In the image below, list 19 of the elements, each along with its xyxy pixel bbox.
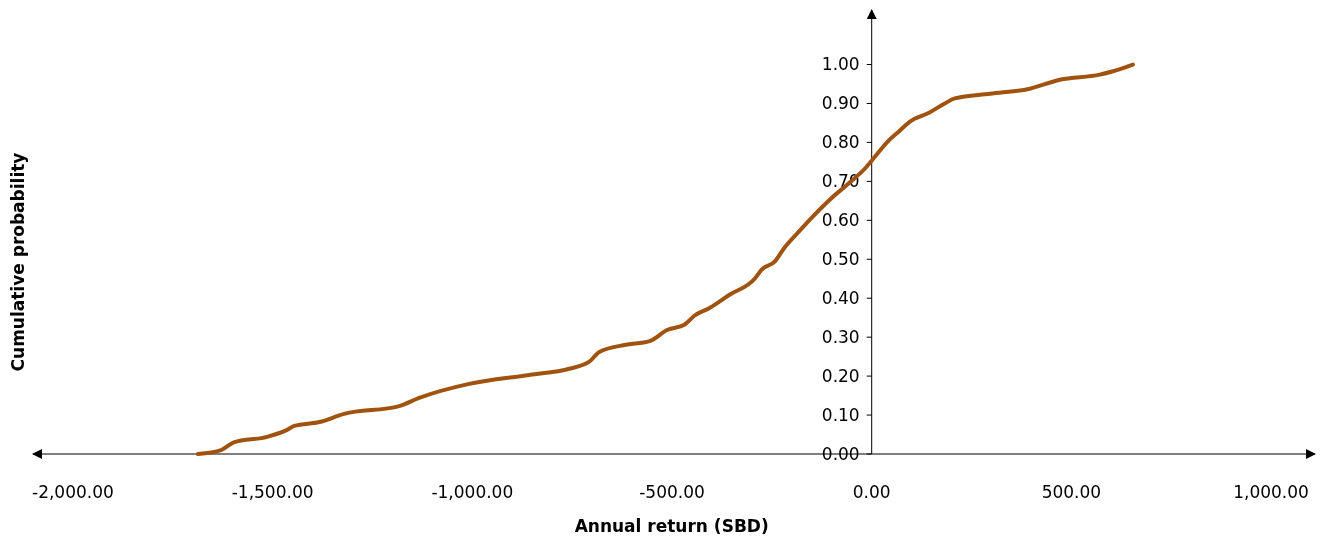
y-tick-label: 0.30 bbox=[821, 327, 860, 348]
x-axis-title: Annual return (SBD) bbox=[574, 516, 769, 536]
y-tick-label: 0.40 bbox=[821, 288, 860, 309]
x-tick-label: -500.00 bbox=[639, 482, 705, 502]
y-tick-label: 0.80 bbox=[821, 132, 860, 153]
y-tick-label: 0.90 bbox=[821, 93, 860, 114]
y-axis-title: Cumulative probability bbox=[8, 152, 28, 372]
x-tick-label: 1,000.00 bbox=[1233, 482, 1309, 502]
y-tick-label: 0.10 bbox=[821, 405, 860, 425]
x-tick-label: 500.00 bbox=[1041, 482, 1102, 502]
y-tick-label: 0.00 bbox=[821, 443, 860, 464]
y-tick-label: 0.20 bbox=[821, 366, 860, 387]
x-tick-label: 0.00 bbox=[852, 482, 891, 502]
y-tick-label: 1.00 bbox=[821, 54, 860, 75]
x-tick-label: -1,000.00 bbox=[431, 482, 514, 502]
x-tick-label: -2,000.00 bbox=[32, 482, 114, 502]
y-tick-label: 0.50 bbox=[821, 249, 860, 270]
y-tick-label: 0.60 bbox=[821, 210, 860, 231]
x-tick-label: -1,500.00 bbox=[231, 482, 314, 502]
